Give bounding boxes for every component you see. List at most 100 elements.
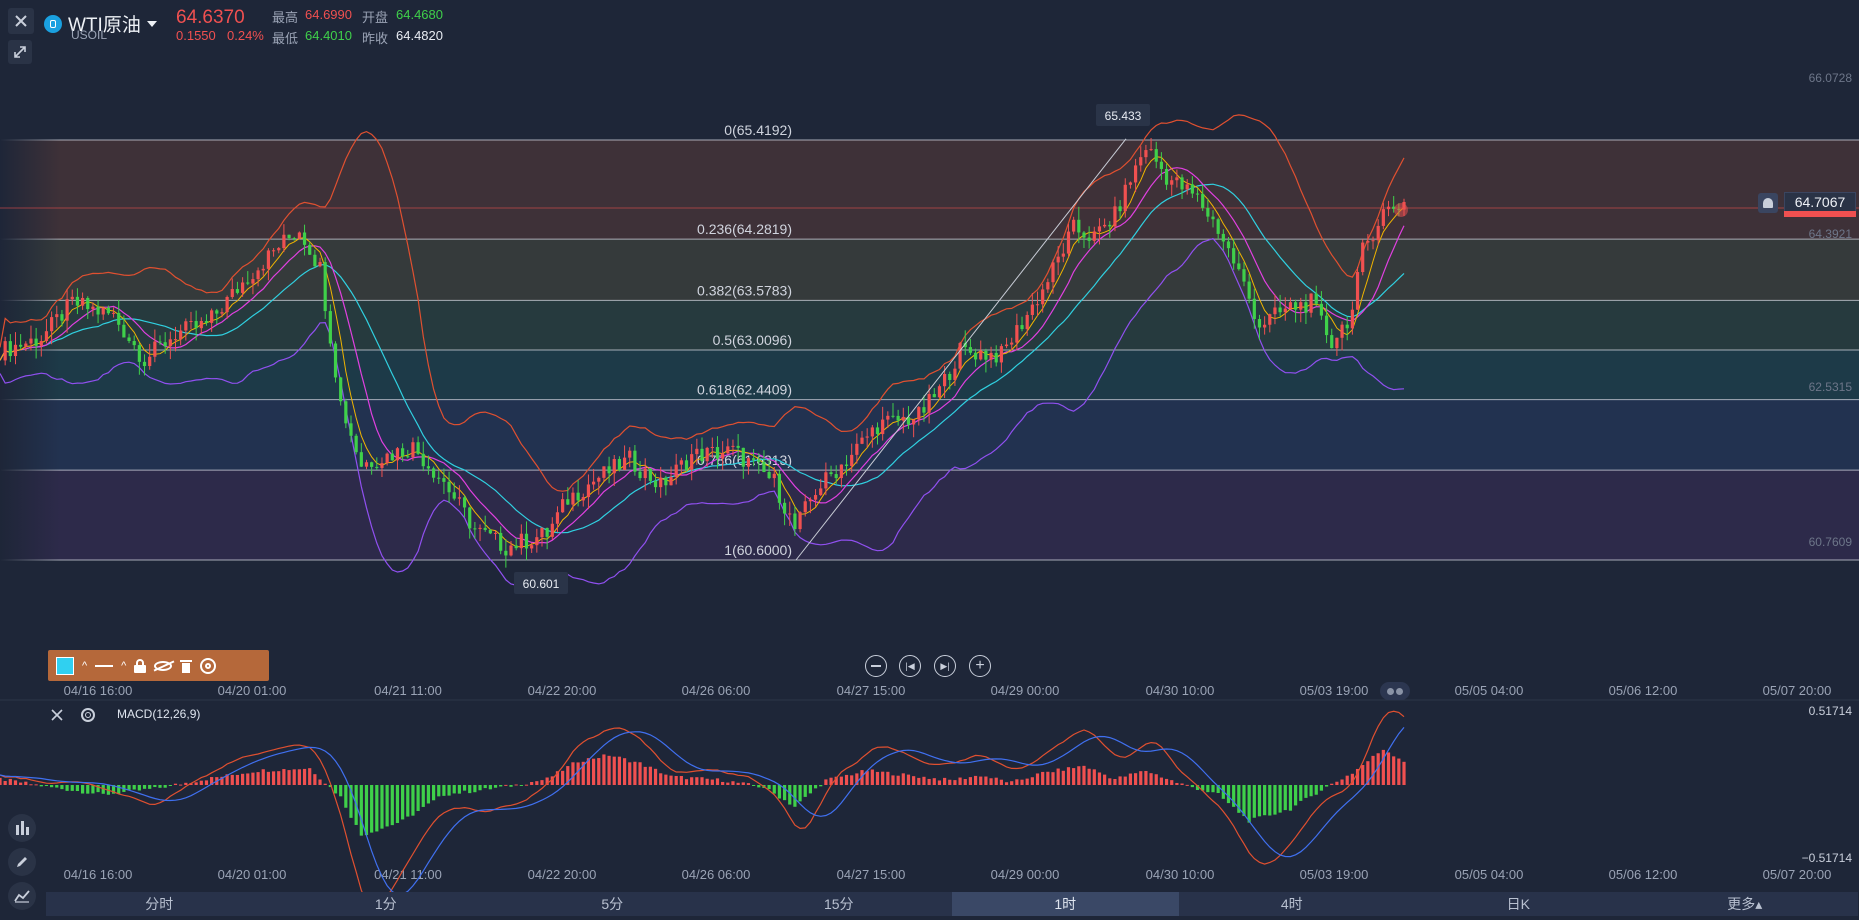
macd-histogram-bar xyxy=(375,785,379,832)
fib-zone-0 xyxy=(0,140,1859,240)
candle-body xyxy=(1108,224,1112,227)
macd-histogram-bar xyxy=(1004,782,1009,785)
candle-body xyxy=(1288,302,1293,309)
macd-histogram-bar xyxy=(891,775,895,785)
candle-body xyxy=(271,250,276,252)
time-axis-label: 04/22 20:00 xyxy=(528,683,597,698)
macd-histogram-bar xyxy=(1242,785,1246,817)
candle-body xyxy=(354,435,358,453)
macd-histogram-bar xyxy=(1309,785,1313,797)
close-chart-button[interactable] xyxy=(8,8,34,34)
macd-histogram-bar xyxy=(958,777,962,785)
macd-histogram-bar xyxy=(194,782,198,785)
macd-histogram-bar xyxy=(256,772,260,785)
color-swatch-button[interactable] xyxy=(56,656,74,675)
candle-body xyxy=(917,407,921,420)
timeframe-tab-7[interactable]: 日K xyxy=(1506,896,1530,912)
macd-histogram-bar xyxy=(395,785,400,824)
candle-body xyxy=(782,502,787,514)
candle-body xyxy=(1092,231,1096,241)
symbol-selector[interactable]: WTI原油 xyxy=(44,10,157,37)
trash-icon[interactable] xyxy=(180,659,193,673)
candle-body xyxy=(344,401,348,424)
macd-histogram-bar xyxy=(318,779,322,785)
candle-body xyxy=(91,306,95,310)
candle-body xyxy=(793,513,797,530)
scroll-start-button[interactable]: |◀ xyxy=(899,655,921,677)
macd-time-axis-label: 04/29 00:00 xyxy=(991,867,1060,882)
macd-histogram-bar xyxy=(540,780,544,785)
macd-histogram-bar xyxy=(173,783,178,785)
close-indicator-button[interactable] xyxy=(50,708,64,727)
candle-body xyxy=(581,497,585,501)
caret-up-icon[interactable]: ^ xyxy=(121,659,127,672)
last-price: 64.6370 xyxy=(176,7,245,28)
candle-body xyxy=(674,464,678,478)
timeframe-tab-6[interactable]: 4时 xyxy=(1280,896,1303,912)
candle-body xyxy=(462,497,467,508)
macd-histogram-bar xyxy=(302,768,307,785)
macd-histogram-bar xyxy=(1335,781,1339,785)
candle-body xyxy=(473,528,477,530)
zoom-out-button[interactable] xyxy=(865,655,887,677)
macd-histogram-bar xyxy=(793,785,797,807)
draw-tool-button[interactable] xyxy=(8,848,36,876)
candle-body xyxy=(684,460,689,470)
candle-body xyxy=(1118,206,1122,212)
time-axis-label: 05/07 20:00 xyxy=(1763,683,1832,698)
candle-body xyxy=(509,545,513,556)
macd-histogram-bar xyxy=(576,762,580,785)
timeframe-tab-more[interactable]: 更多▴ xyxy=(1727,896,1763,912)
macd-histogram-bar xyxy=(462,785,467,791)
macd-histogram-bar xyxy=(426,785,431,804)
indicator-settings-button[interactable] xyxy=(81,708,95,722)
candle-body xyxy=(767,471,771,479)
circle-icon xyxy=(1396,687,1403,695)
macd-histogram-bar xyxy=(886,771,890,785)
macd-histogram-bar xyxy=(736,782,740,785)
macd-histogram-bar xyxy=(344,785,348,808)
macd-histogram-bar xyxy=(401,785,405,820)
price-change-pct: 0.24% xyxy=(227,28,264,43)
candle-body xyxy=(282,234,286,249)
timeframe-tab-2[interactable]: 1分 xyxy=(374,896,397,912)
line-style-button[interactable] xyxy=(95,664,114,667)
candle-body xyxy=(1190,184,1194,194)
macd-histogram-bar xyxy=(364,785,369,836)
hide-icon[interactable] xyxy=(153,659,175,672)
settings-icon[interactable] xyxy=(200,657,217,674)
candle-body xyxy=(710,447,714,449)
bell-icon xyxy=(1763,198,1773,208)
timeframe-tab-3[interactable]: 5分 xyxy=(601,896,624,912)
scroll-end-button[interactable]: ▶| xyxy=(934,655,956,677)
candle-body xyxy=(1144,150,1148,158)
candle-body xyxy=(592,481,596,485)
macd-histogram-bar xyxy=(1092,769,1096,785)
macd-histogram-bar xyxy=(65,785,69,791)
candle-body xyxy=(1046,282,1050,290)
timeframe-tab-5[interactable]: 1时 xyxy=(952,892,1179,916)
expand-button[interactable] xyxy=(8,40,32,64)
macd-histogram-bar xyxy=(659,773,663,785)
candle-body xyxy=(607,466,611,474)
price-alert-button[interactable] xyxy=(1758,193,1778,213)
fib-level-label: 1(60.6000) xyxy=(724,542,792,558)
macd-time-axis-label: 04/27 15:00 xyxy=(837,867,906,882)
timeframe-tab-4[interactable]: 15分 xyxy=(823,896,854,912)
zoom-in-button[interactable]: + xyxy=(969,655,991,677)
lock-icon[interactable] xyxy=(134,658,147,673)
macd-histogram-bar xyxy=(1175,782,1179,785)
macd-histogram-bar xyxy=(483,785,487,789)
macd-histogram-bar xyxy=(488,785,492,790)
timeframe-tab-1[interactable]: 分时 xyxy=(145,896,174,912)
macd-histogram-bar xyxy=(19,782,23,785)
candle-body xyxy=(700,448,704,462)
indicator-button[interactable] xyxy=(8,882,36,910)
caret-up-icon[interactable]: ^ xyxy=(82,659,88,672)
candle-body xyxy=(530,545,534,549)
candlestick-type-button[interactable] xyxy=(8,814,36,842)
macd-histogram-bar xyxy=(901,773,905,785)
compare-toggle[interactable] xyxy=(1380,682,1410,700)
candle-body xyxy=(1025,314,1029,330)
